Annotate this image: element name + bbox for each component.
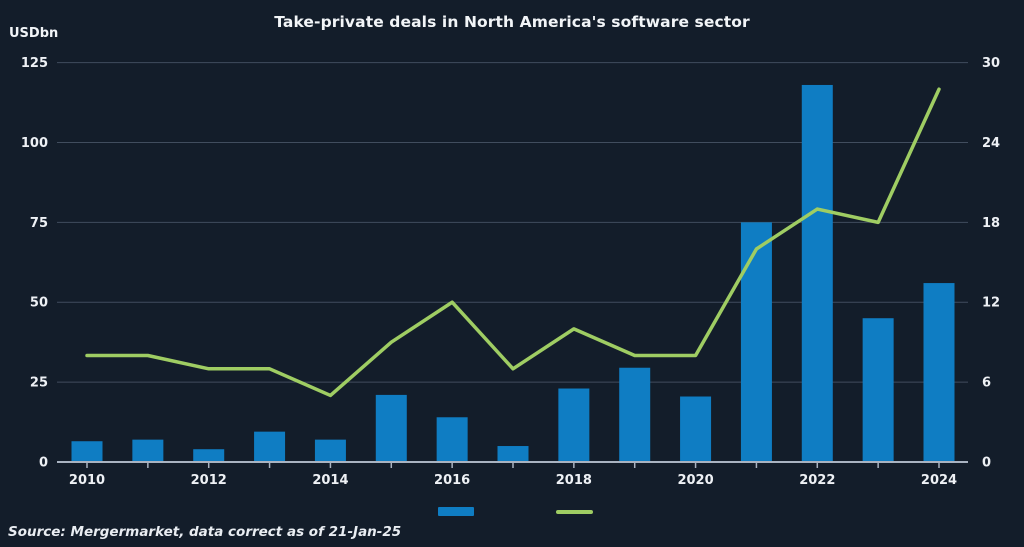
- chart-title: Take-private deals in North America's so…: [274, 13, 750, 31]
- x-axis-label-2024: 2024: [921, 473, 957, 488]
- right-axis-tick-label: 30: [982, 56, 1000, 71]
- bar-2018: [558, 388, 590, 462]
- x-axis-label-2014: 2014: [312, 473, 348, 488]
- left-axis-tick-label: 75: [30, 216, 48, 231]
- left-axis-tick-label: 50: [30, 296, 48, 311]
- bar-2017: [497, 446, 529, 462]
- left-axis-tick-label: 0: [39, 456, 48, 471]
- bar-2011: [132, 439, 164, 462]
- bar-2013: [254, 431, 286, 462]
- bar-2014: [314, 439, 346, 462]
- x-axis-label-2022: 2022: [799, 473, 835, 488]
- x-axis-label-2010: 2010: [69, 473, 105, 488]
- left-axis-tick-label: 25: [30, 376, 48, 391]
- left-axis-tick-label: 100: [21, 136, 48, 151]
- left-axis-unit-label: USDbn: [9, 26, 59, 41]
- x-axis-label-2018: 2018: [556, 473, 592, 488]
- left-axis-tick-label: 125: [21, 56, 48, 71]
- bar-2021: [740, 222, 772, 462]
- trend-line: [85, 87, 941, 398]
- bar-2022: [801, 84, 833, 462]
- x-axis-label-2020: 2020: [677, 473, 713, 488]
- bar-2015: [375, 394, 407, 462]
- bar-2016: [436, 417, 468, 462]
- right-axis-tick-label: 18: [982, 216, 1000, 231]
- bar-2023: [862, 318, 894, 462]
- right-axis-tick-label: 0: [982, 456, 991, 471]
- bar-2020: [680, 396, 712, 462]
- bar-2010: [71, 441, 103, 462]
- x-axis-label-2016: 2016: [434, 473, 470, 488]
- bar-2012: [193, 449, 225, 462]
- bar-2024: [923, 283, 955, 462]
- bar-2019: [619, 367, 651, 462]
- source-attribution: Source: Mergermarket, data correct as of…: [8, 524, 402, 540]
- right-axis-tick-label: 6: [982, 376, 991, 391]
- x-axis-label-2012: 2012: [191, 473, 227, 488]
- right-axis-tick-label: 24: [982, 136, 1000, 151]
- right-axis-tick-label: 12: [982, 296, 1000, 311]
